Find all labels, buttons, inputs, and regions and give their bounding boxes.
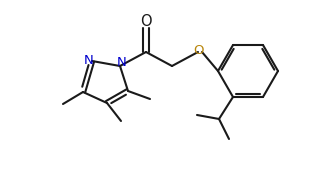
Text: N: N <box>84 54 94 67</box>
Text: O: O <box>194 44 204 57</box>
Text: N: N <box>117 56 127 69</box>
Text: O: O <box>140 15 152 30</box>
